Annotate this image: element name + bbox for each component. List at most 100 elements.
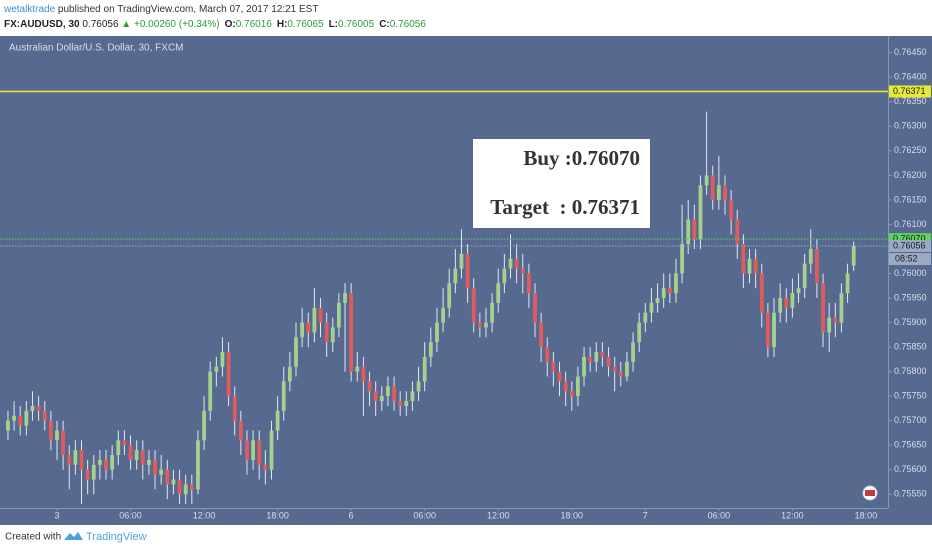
- y-tick-label: 0.75700: [894, 415, 927, 425]
- countdown-bg: [889, 253, 931, 266]
- last-price: 0.76056: [82, 19, 119, 30]
- candle-body: [355, 366, 360, 372]
- x-tick-label: 06:00: [708, 510, 731, 520]
- candle-body: [765, 312, 770, 348]
- header-bg: [0, 0, 932, 36]
- candle-body: [631, 342, 635, 362]
- candle-body: [330, 327, 335, 343]
- candle-body: [674, 273, 678, 294]
- candle-body: [661, 288, 666, 299]
- x-tick-label: 7: [643, 510, 648, 520]
- candle-body: [625, 361, 629, 377]
- ohlc-key: O:: [225, 19, 236, 30]
- flag-icon-stripes: [865, 490, 875, 496]
- candle-body: [447, 283, 452, 308]
- y-tick-label: 0.76100: [894, 219, 927, 229]
- candle-body: [122, 440, 127, 446]
- annotation-target: Target : 0.76371: [490, 195, 640, 219]
- candle-body: [404, 401, 409, 406]
- candle-body: [618, 371, 623, 377]
- candle-body: [569, 391, 574, 397]
- candle-body: [128, 445, 133, 460]
- candle-body: [67, 455, 72, 465]
- candle-body: [686, 219, 691, 245]
- candle-body: [729, 199, 734, 220]
- y-tick-label: 0.76250: [894, 145, 927, 155]
- y-tick-label: 0.76450: [894, 47, 927, 57]
- candle-body: [361, 366, 366, 382]
- header-line-2: FX:AUDUSD, 30 0.76056 ▲ +0.00260 (+0.34%…: [4, 19, 426, 30]
- candle-body: [226, 352, 231, 397]
- candle-body: [716, 185, 721, 200]
- x-tick-label: 06:00: [413, 510, 436, 520]
- candle-body: [735, 219, 740, 245]
- candle-body: [257, 440, 262, 465]
- candle-body: [490, 302, 495, 323]
- candle-body: [851, 246, 856, 266]
- candle-body: [557, 371, 562, 382]
- candle-body: [441, 307, 445, 323]
- ohlc: O:0.76016 H:0.76065 L:0.76005 C:0.76056: [225, 19, 427, 30]
- y-tick-label: 0.75950: [894, 292, 927, 302]
- candle-body: [343, 293, 347, 303]
- candle-body: [300, 322, 305, 338]
- candle-body: [637, 322, 642, 343]
- candle-body: [392, 386, 396, 402]
- candle-body: [153, 459, 157, 475]
- candle-body: [667, 288, 672, 294]
- candle-body: [287, 366, 292, 382]
- candle-body: [214, 366, 219, 372]
- y-tick-label: 0.76150: [894, 194, 927, 204]
- candle-body: [269, 430, 274, 470]
- candle-body: [833, 317, 838, 323]
- candle-body: [435, 322, 439, 343]
- y-tick-label: 0.76300: [894, 121, 927, 131]
- candle-body: [539, 322, 544, 348]
- candle-body: [753, 258, 758, 274]
- candle-body: [24, 410, 29, 426]
- candle-body: [545, 347, 550, 362]
- candle-body: [845, 273, 850, 294]
- candle-body: [588, 356, 593, 362]
- footer-logo: [64, 532, 83, 540]
- candle-body: [367, 381, 372, 392]
- candle-body: [643, 312, 648, 323]
- candle-body: [386, 386, 390, 397]
- candle-body: [306, 322, 311, 333]
- candle-body: [526, 273, 531, 294]
- footer-brand[interactable]: TradingView: [86, 531, 147, 543]
- candle-body: [600, 352, 605, 357]
- author[interactable]: wetalktrade: [3, 4, 56, 15]
- candle-body: [698, 185, 703, 240]
- candle-body: [520, 268, 525, 274]
- candle-body: [594, 352, 599, 362]
- x-tick-label: 12:00: [781, 510, 804, 520]
- candle-body: [410, 391, 415, 402]
- x-tick-label: 18:00: [266, 510, 289, 520]
- ohlc-key: C:: [379, 19, 390, 30]
- candle-body: [281, 381, 286, 411]
- annotation-box: [473, 139, 650, 228]
- candle-body: [73, 450, 78, 465]
- candle-body: [747, 258, 752, 274]
- footer-created: Created with: [5, 532, 61, 543]
- candle-body: [104, 459, 108, 470]
- candle-body: [220, 352, 225, 367]
- candle-body: [245, 440, 249, 460]
- footer-bg: [0, 525, 932, 550]
- x-tick-label: 18:00: [855, 510, 878, 520]
- candle-body: [784, 298, 789, 308]
- candle-body: [318, 307, 323, 323]
- x-tick-label: 3: [54, 510, 59, 520]
- candle-body: [790, 293, 795, 308]
- candle-body: [649, 302, 654, 313]
- candle-body: [134, 450, 139, 460]
- candle-body: [140, 450, 145, 465]
- candle-body: [159, 469, 164, 475]
- candle-body: [704, 175, 709, 186]
- candle-body: [582, 356, 586, 377]
- candle-body: [815, 248, 819, 284]
- chart-title: Australian Dollar/U.S. Dollar, 30, FXCM: [9, 43, 184, 54]
- ohlc-value: 0.76065: [287, 19, 324, 30]
- x-tick-label: 12:00: [487, 510, 510, 520]
